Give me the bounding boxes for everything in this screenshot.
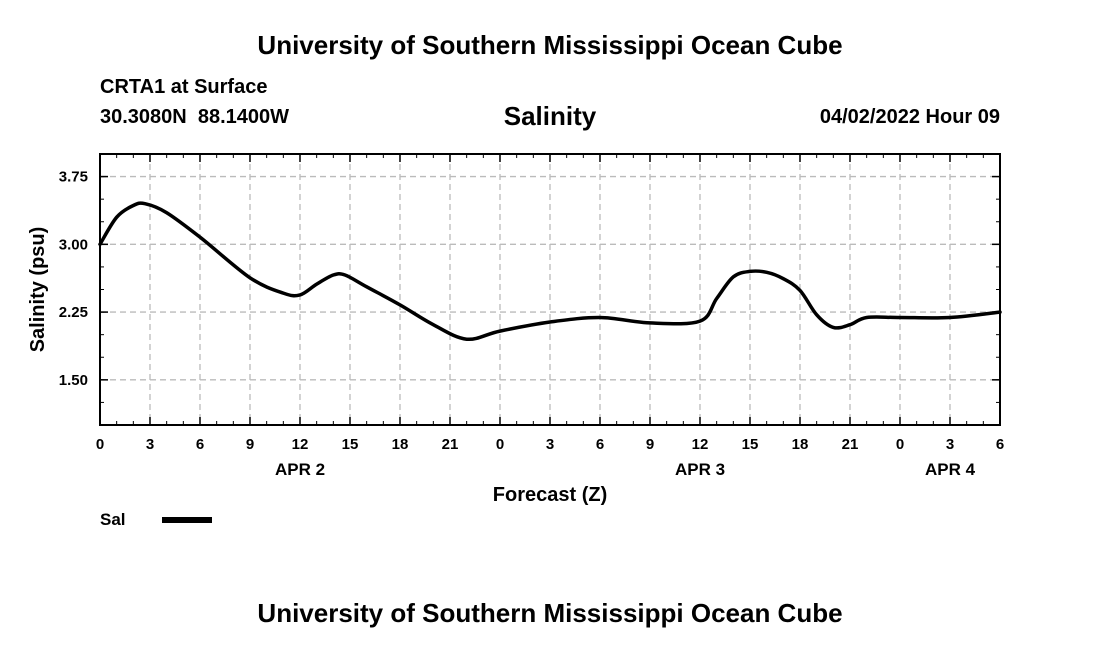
forecast-datetime: 04/02/2022 Hour 09	[819, 106, 1000, 128]
x-tick-label: 21	[842, 436, 859, 453]
x-tick-label: 0	[496, 436, 504, 453]
x-tick-label: 15	[342, 436, 359, 453]
x-date-label: APR 4	[925, 460, 976, 479]
x-tick-label: 21	[442, 436, 459, 453]
chart-grid	[100, 154, 1000, 425]
chart-labels: 0 3 6 9 12 15 18 21 0 3 6 9 12 15 18 21 0 3 6 1.50 2.25 3.00 3…	[27, 169, 1004, 506]
x-tick-label: 9	[246, 436, 254, 453]
x-date-label: APR 3	[675, 460, 725, 479]
y-tick-label: 3.00	[59, 236, 88, 253]
x-tick-label: 18	[392, 436, 409, 453]
x-tick-label: 12	[692, 436, 709, 453]
x-tick-label: 0	[96, 436, 104, 453]
station-coordinates: 30.3080N 88.1400W	[100, 106, 290, 128]
x-tick-label: 9	[646, 436, 654, 453]
x-tick-label: 3	[146, 436, 154, 453]
x-tick-label: 12	[292, 436, 309, 453]
x-axis-title: Forecast (Z)	[493, 484, 607, 506]
x-tick-label: 0	[896, 436, 904, 453]
page-title: University of Southern Mississippi Ocean…	[257, 30, 843, 60]
plot-frame	[99, 153, 1001, 426]
y-tick-label: 2.25	[59, 304, 88, 321]
x-tick-label: 3	[946, 436, 954, 453]
y-tick-label: 1.50	[59, 372, 88, 389]
y-tick-label: 3.75	[59, 169, 88, 186]
x-tick-label: 6	[996, 436, 1004, 453]
x-tick-label: 3	[546, 436, 554, 453]
legend-swatch	[162, 517, 212, 523]
y-axis-title: Salinity (psu)	[27, 227, 49, 353]
salinity-series-line	[98, 201, 1002, 342]
chart-title: Salinity	[503, 101, 597, 131]
x-tick-label: 15	[742, 436, 759, 453]
x-tick-label: 18	[792, 436, 809, 453]
x-tick-label: 6	[596, 436, 604, 453]
station-label: CRTA1 at Surface	[100, 76, 268, 98]
legend-label: Sal	[100, 510, 126, 529]
x-date-label: APR 2	[275, 460, 325, 479]
footer-title: University of Southern Mississippi Ocean…	[257, 598, 843, 628]
x-tick-label: 6	[196, 436, 204, 453]
